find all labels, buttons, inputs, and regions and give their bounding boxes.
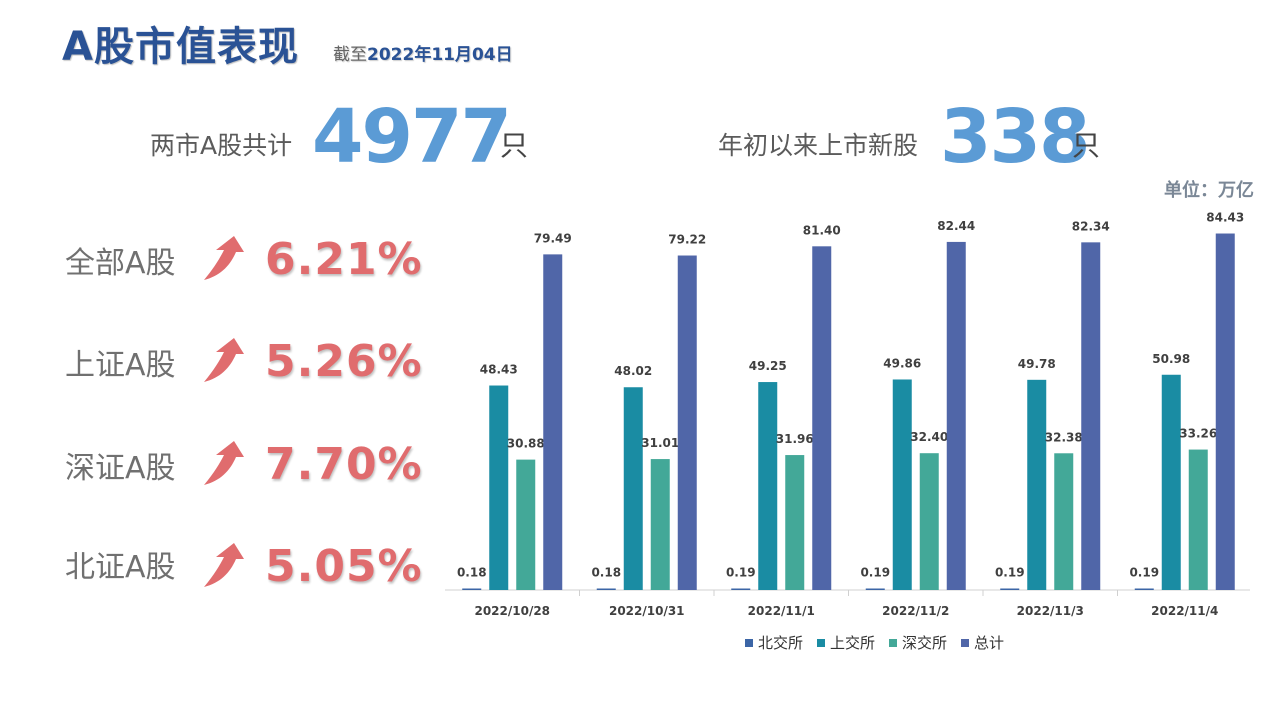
up-arrow-icon [204,338,244,382]
total-stocks-label: 两市A股共计 [150,131,293,160]
index-label-bj: 北证A股 [65,550,176,585]
index-label-all: 全部A股 [65,246,176,281]
chart-legend: 北交所 上交所 深交所 总计 [745,632,1004,653]
bar-value-label: 79.49 [534,231,572,245]
bar-value-label: 0.18 [457,566,487,580]
bar-总计-2022/10/31 [677,255,697,590]
new-listings-value: 338 [940,94,1090,180]
bar-value-label: 48.43 [480,363,518,377]
bar-总计-2022/11/3 [1081,242,1101,590]
bar-value-label: 0.19 [995,566,1025,580]
bar-北交所-2022/11/3 [1000,588,1020,590]
bar-上交所-2022/11/3 [1027,379,1047,590]
total-stocks-unit: 只 [500,129,529,162]
legend-item: 北交所 [745,632,803,653]
new-listings-label: 年初以来上市新股 [718,131,919,160]
bar-value-label: 31.01 [641,436,679,450]
bar-深交所-2022/11/3 [1054,453,1074,590]
bar-value-label: 0.19 [860,566,890,580]
index-label-sh: 上证A股 [65,348,176,383]
index-change-sh: 5.26% [265,336,423,387]
legend-item: 总计 [961,632,1004,653]
bar-value-label: 49.78 [1018,357,1056,371]
x-tick-label: 2022/11/1 [748,604,815,618]
bar-value-label: 49.86 [883,356,921,370]
legend-label: 北交所 [758,634,804,652]
legend-label: 深交所 [902,634,948,652]
legend-swatch [745,638,753,647]
bar-value-label: 84.43 [1206,211,1244,225]
bar-value-label: 82.34 [1072,219,1110,233]
bar-value-label: 82.44 [937,219,975,233]
index-change-bj: 5.05% [265,541,423,592]
legend-label: 上交所 [830,634,876,652]
bar-上交所-2022/10/31 [623,387,643,590]
x-tick-label: 2022/11/2 [882,604,949,618]
index-label-sz: 深证A股 [65,451,176,486]
bar-value-label: 32.38 [1045,430,1083,444]
bar-北交所-2022/11/1 [731,588,751,590]
bar-深交所-2022/11/2 [919,453,939,590]
bar-北交所-2022/11/4 [1134,588,1154,590]
bar-value-label: 0.19 [1129,566,1159,580]
as-of-date: 截至2022年11月04日 [333,40,513,65]
up-arrow-icon [204,543,244,587]
bar-深交所-2022/11/4 [1188,449,1208,590]
bar-总计-2022/10/28 [543,254,563,590]
up-arrow-icon [204,441,244,485]
legend-swatch [817,638,826,647]
bar-value-label: 30.88 [507,437,545,451]
legend-item: 深交所 [889,632,947,653]
bar-深交所-2022/10/28 [516,459,536,590]
total-stocks-value: 4977 [312,94,512,180]
bar-总计-2022/11/4 [1215,233,1235,591]
bar-深交所-2022/11/1 [785,455,805,590]
unit-note: 单位：万亿 [1164,180,1254,201]
bar-value-label: 49.25 [749,359,787,373]
bar-深交所-2022/10/31 [650,459,670,590]
bar-value-label: 32.40 [910,430,948,444]
bar-北交所-2022/10/28 [462,588,482,590]
bar-value-label: 48.02 [614,364,652,378]
bar-value-label: 0.19 [726,566,756,580]
bar-上交所-2022/11/2 [892,379,912,590]
legend-item: 上交所 [817,632,875,653]
bar-value-label: 0.18 [591,566,621,580]
bar-上交所-2022/10/28 [489,385,509,590]
bar-上交所-2022/11/1 [758,382,778,590]
date-value: 2022年11月04日 [367,45,513,65]
legend-label: 总计 [974,634,1005,652]
bar-value-label: 31.96 [776,432,814,446]
legend-swatch [961,638,970,647]
index-change-all: 6.21% [265,234,423,285]
bar-总计-2022/11/1 [812,246,832,591]
bar-value-label: 81.40 [803,223,841,237]
bar-value-label: 33.26 [1179,427,1217,441]
legend-swatch [889,638,898,647]
x-tick-label: 2022/11/4 [1151,604,1218,618]
x-tick-label: 2022/11/3 [1017,604,1084,618]
bar-北交所-2022/10/31 [596,588,616,590]
x-tick-label: 2022/10/31 [609,604,685,618]
bar-value-label: 79.22 [668,233,706,247]
new-listings-unit: 只 [1072,129,1101,162]
page-title: A股市值表现 [62,24,299,70]
x-tick-label: 2022/10/28 [474,604,550,618]
bar-总计-2022/11/2 [946,241,966,591]
bar-北交所-2022/11/2 [865,588,885,590]
bar-value-label: 50.98 [1152,352,1190,366]
index-change-sz: 7.70% [265,439,423,490]
bar-上交所-2022/11/4 [1161,374,1181,590]
up-arrow-icon [204,236,244,280]
date-prefix: 截至 [333,45,367,65]
